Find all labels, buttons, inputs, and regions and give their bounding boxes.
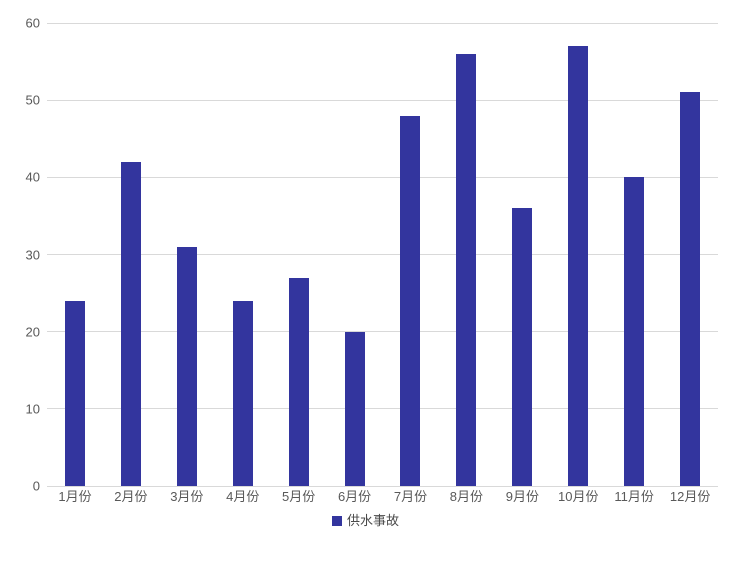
bar-6月份[interactable] [344,331,365,486]
gridline [47,99,718,101]
gridline [47,254,718,255]
bar-11月份[interactable] [624,177,645,486]
legend-swatch-icon [331,515,342,526]
x-tick-label: 3月份 [170,489,204,504]
bar-slot [550,23,606,486]
bar-1月份[interactable] [64,300,85,486]
gridline [47,176,718,178]
bar-slot [438,23,494,486]
y-tick-label: 50 [25,92,40,108]
y-tick-label: 10 [25,401,40,417]
x-tick-label: 6月份 [337,489,372,504]
x-tick-label: 1月份 [58,489,92,504]
bar-7月份[interactable] [400,115,421,486]
x-tick-label: 9月份 [505,489,539,504]
bar-4月份[interactable] [232,300,253,486]
bar-8月份[interactable] [456,53,477,486]
y-tick-label: 30 [25,247,40,262]
gridline [47,22,718,24]
gridline [47,331,718,333]
bar-slot [662,23,718,486]
plot-area [47,22,718,487]
bar-10月份[interactable] [568,46,589,486]
x-tick-label: 2月份 [114,489,148,504]
bar-9月份[interactable] [512,208,533,486]
bar-slot [103,23,159,486]
bar-12月份[interactable] [680,92,701,486]
y-tick-label: 60 [25,15,40,31]
x-tick-label: 10月份 [558,489,599,504]
x-tick-label: 12月份 [669,489,711,504]
bar-series [47,23,718,486]
bar-slot [47,23,103,486]
x-tick-label: 7月份 [393,489,428,504]
x-axis: 1月份 2月份 3月份 4月份 5月份 6月份 7月份 8月份 9月份 10月份 11月份 12月份 [47,489,718,505]
x-tick-label: 4月份 [226,489,260,504]
gridline [47,408,718,410]
gridlines [47,22,718,487]
x-tick-label: 5月份 [282,489,316,504]
legend-item[interactable]: 供水事故 [331,513,399,528]
y-tick-label: 0 [32,478,40,494]
y-tick-label: 40 [25,169,40,185]
bar-5月份[interactable] [288,277,309,486]
bar-slot [606,23,662,486]
bar-slot [327,23,383,486]
x-tick-label: 8月份 [449,489,484,504]
bar-2月份[interactable] [120,161,141,486]
x-axis-line [47,485,718,487]
bar-slot [271,23,327,486]
bar-slot [494,23,550,486]
y-axis: 0 10 20 30 40 50 60 [0,17,40,493]
bar-slot [159,23,215,486]
legend-label: 供水事故 [346,513,399,528]
bar-3月份[interactable] [176,246,197,486]
y-tick-label: 20 [25,324,40,340]
x-tick-label: 11月份 [614,489,654,504]
bar-slot [383,23,439,486]
bar-slot [215,23,271,486]
legend: 供水事故 [0,514,731,527]
